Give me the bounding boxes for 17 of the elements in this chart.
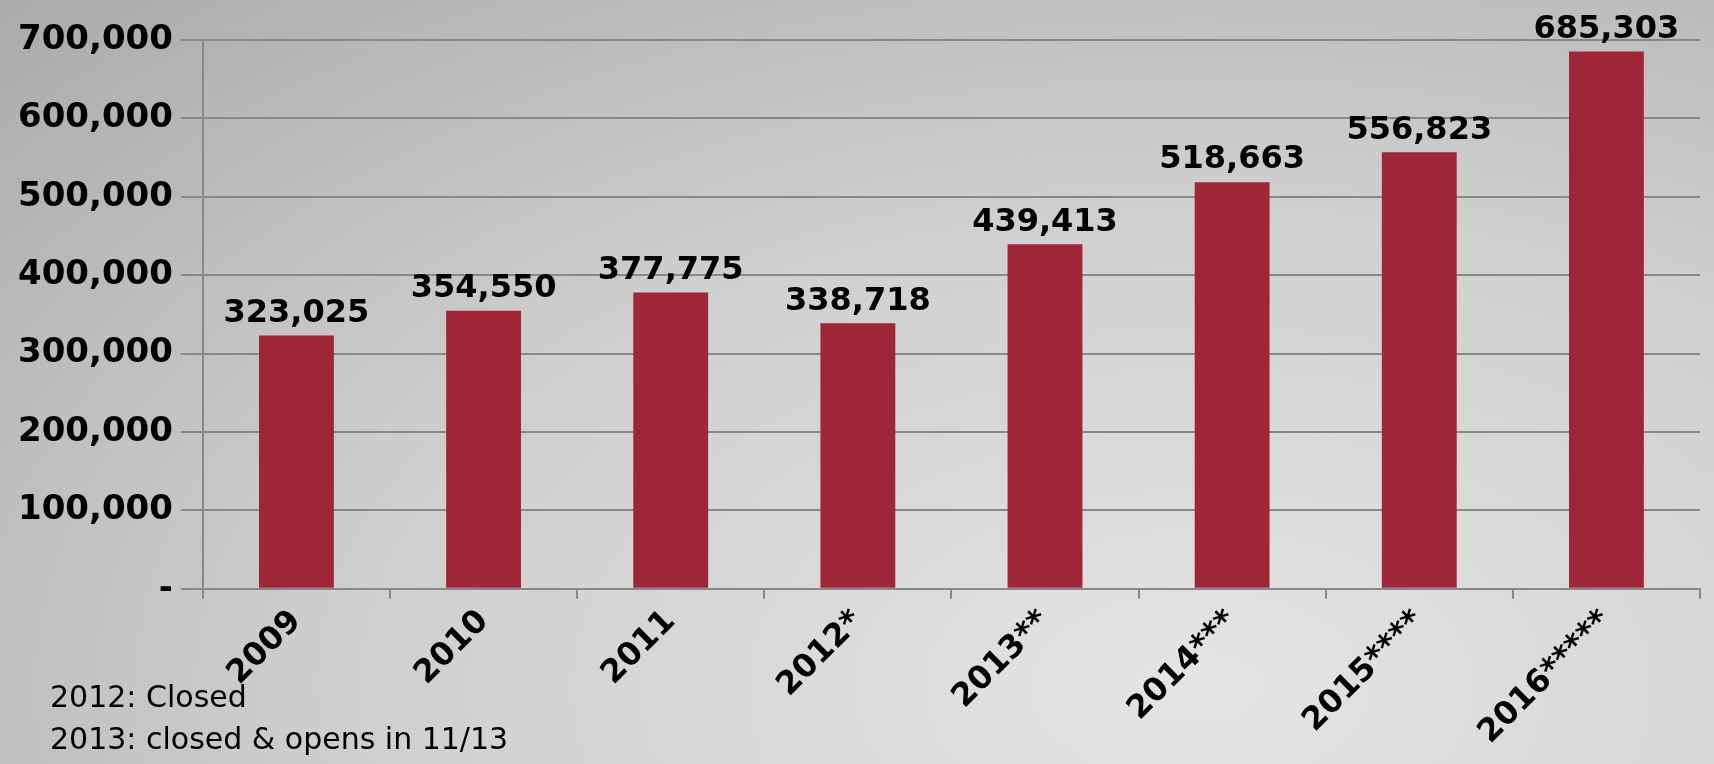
y-tick-label: - bbox=[158, 565, 173, 606]
y-tick-label: 500,000 bbox=[18, 173, 173, 214]
data-label: 354,550 bbox=[410, 267, 557, 306]
data-label: 685,303 bbox=[1533, 7, 1680, 46]
data-label: 323,025 bbox=[223, 291, 370, 330]
y-tick-label: 600,000 bbox=[18, 95, 173, 136]
y-tick-label: 100,000 bbox=[18, 487, 173, 528]
y-tick-label: 300,000 bbox=[18, 330, 173, 371]
data-label: 439,413 bbox=[972, 200, 1118, 239]
data-label: 338,718 bbox=[784, 279, 931, 318]
y-tick-label: 400,000 bbox=[18, 251, 173, 292]
data-label: 377,775 bbox=[597, 248, 744, 287]
text: 2013: closed & opens in 11/13 bbox=[50, 720, 509, 758]
data-label: 556,823 bbox=[1346, 108, 1493, 147]
y-tick-label: 700,000 bbox=[18, 16, 173, 57]
y-tick-label: 200,000 bbox=[18, 408, 173, 449]
data-label: 518,663 bbox=[1159, 138, 1306, 177]
